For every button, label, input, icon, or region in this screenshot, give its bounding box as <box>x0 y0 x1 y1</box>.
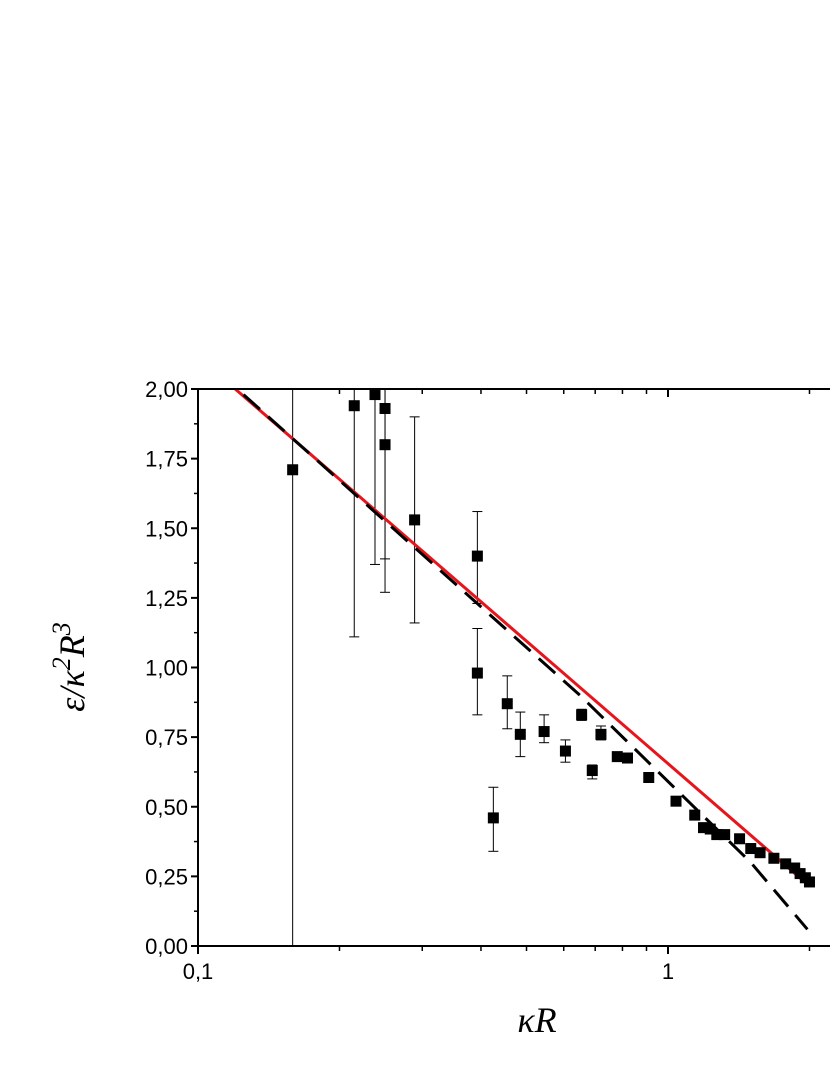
data-point <box>595 728 607 740</box>
data-point <box>501 698 513 710</box>
data-point <box>734 833 746 845</box>
y-tick-label: 1,00 <box>145 656 188 681</box>
data-point <box>287 464 299 476</box>
data-point <box>471 550 483 562</box>
data-point <box>379 402 391 414</box>
data-point <box>704 823 716 835</box>
data-point <box>559 745 571 757</box>
data-point <box>586 765 598 777</box>
x-tick-label: 1 <box>662 959 674 984</box>
y-tick-label: 0,00 <box>145 934 188 959</box>
data-points <box>287 389 815 888</box>
data-point <box>621 752 633 764</box>
y-tick-label: 1,50 <box>145 516 188 541</box>
y-axis-title-part-2: R <box>52 635 92 658</box>
y-tick-label: 1,25 <box>145 586 188 611</box>
data-point <box>348 400 360 412</box>
data-point <box>711 829 723 841</box>
data-point <box>689 809 701 821</box>
y-ticks: 0,00 0,25 0,50 0,75 1,00 1,25 1,50 1,75 2,00 <box>145 377 198 959</box>
error-bars <box>292 389 633 946</box>
data-point <box>789 862 801 874</box>
data-point <box>487 812 499 824</box>
x-axis-title: κR <box>517 1000 556 1040</box>
fit-lines <box>234 389 811 931</box>
y-tick-label: 0,25 <box>145 864 188 889</box>
x-ticks: 0,1 1 <box>183 389 811 984</box>
data-point <box>719 829 731 841</box>
data-point <box>409 514 421 526</box>
data-point <box>379 439 391 451</box>
data-point <box>698 822 710 834</box>
data-point <box>754 847 766 859</box>
data-point <box>514 728 526 740</box>
x-tick-label: 0,1 <box>183 959 214 984</box>
y-axis-title-sup-1: 2 <box>47 657 76 670</box>
data-point <box>611 751 623 763</box>
data-point <box>670 795 682 807</box>
data-point <box>803 876 815 888</box>
data-point <box>768 852 780 864</box>
y-axis-title-part-1: ε/κ <box>52 670 92 712</box>
dashed-fit-line <box>242 393 809 931</box>
y-tick-label: 2,00 <box>145 377 188 402</box>
data-point <box>780 858 792 870</box>
data-point <box>471 667 483 679</box>
data-point <box>576 709 588 721</box>
y-axis-title: ε/κ2R3 <box>47 622 92 711</box>
y-tick-label: 0,75 <box>145 725 188 750</box>
data-point <box>643 772 655 784</box>
data-point <box>538 726 550 738</box>
y-tick-label: 0,50 <box>145 795 188 820</box>
y-axis-title-sup-2: 3 <box>47 622 76 636</box>
data-point <box>369 389 381 401</box>
y-tick-label: 1,75 <box>145 447 188 472</box>
data-point <box>745 843 757 855</box>
